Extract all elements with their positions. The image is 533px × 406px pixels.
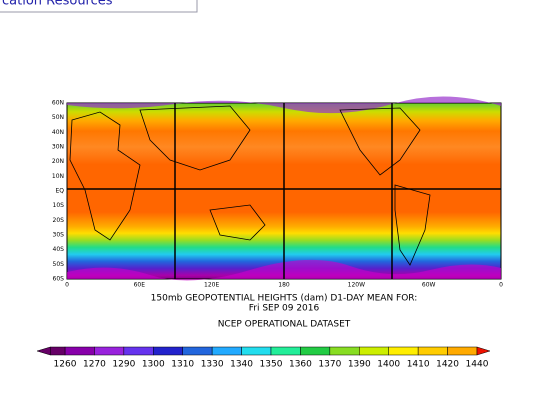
map-dataset: NCEP OPERATIONAL DATASET — [218, 320, 351, 330]
colorbar-box — [94, 346, 125, 356]
colorbar-label: 1270 — [83, 360, 106, 370]
link-text[interactable]: cation Resources — [2, 0, 113, 9]
lat-label: 50N — [52, 114, 64, 121]
colorbar-arrow — [476, 346, 491, 356]
lat-label: 60N — [52, 100, 64, 107]
colorbar-box — [123, 346, 154, 356]
colorbar-label: 1300 — [142, 360, 165, 370]
colorbar-box — [241, 346, 272, 356]
colorbar-box — [270, 346, 301, 356]
colorbar-label: 1260 — [54, 360, 77, 370]
colorbar-label: 1310 — [171, 360, 194, 370]
colorbar-box — [388, 346, 419, 356]
lon-label: 0 — [499, 282, 503, 289]
lon-label: 60E — [134, 282, 146, 289]
colorbar-label: 1290 — [112, 360, 135, 370]
lat-label: 20N — [52, 158, 64, 165]
link-box[interactable] — [0, 0, 198, 13]
colorbar-label: 1340 — [230, 360, 253, 370]
colorbar-label: 1410 — [407, 360, 430, 370]
colorbar-box — [182, 346, 213, 356]
lat-labels: 60N 50N 40N 30N 20N 10N EQ 10S 20S 30S 40S 50S 60S — [52, 100, 64, 283]
colorbar-box — [329, 346, 360, 356]
colorbar-label: 1420 — [436, 360, 459, 370]
colorbar-box — [447, 346, 478, 356]
colorbar-label: 1370 — [318, 360, 341, 370]
lat-label: 40N — [52, 129, 64, 136]
coastlines — [69, 105, 431, 266]
colorbar-label: 1360 — [289, 360, 312, 370]
lon-label: 180 — [278, 282, 290, 289]
lon-label: 60W — [422, 282, 436, 289]
colorbar-box — [153, 346, 183, 356]
colorbar-label: 1390 — [348, 360, 371, 370]
lat-label: 10S — [53, 202, 65, 209]
colorbar-label: 1400 — [377, 360, 400, 370]
lon-label: 0 — [65, 282, 69, 289]
lon-label: 120W — [348, 282, 365, 289]
colorbar-arrow — [36, 346, 51, 356]
map-date: Fri SEP 09 2016 — [249, 304, 320, 314]
colorbar-box — [359, 346, 389, 356]
colorbar-label: 1440 — [466, 360, 489, 370]
colorbar-label: 1350 — [260, 360, 283, 370]
colorbar-box — [50, 346, 66, 356]
colorbar-label: 1330 — [201, 360, 224, 370]
lat-label: 60S — [53, 276, 65, 283]
lat-label: EQ — [55, 188, 64, 195]
colorbar-box — [300, 346, 331, 356]
lat-label: 20S — [53, 217, 65, 224]
lon-labels: 0 60E 120E 180 120W 60W 0 — [65, 282, 503, 289]
colorbar-box — [417, 346, 448, 356]
colorbar: 1260 1270 1290 1300 1310 1330 1340 1350 1360 1370… — [36, 346, 491, 370]
lon-label: 120E — [204, 282, 219, 289]
map-title: 150mb GEOPOTENTIAL HEIGHTS (dam) D1-DAY … — [151, 294, 418, 304]
lat-label: 40S — [53, 246, 65, 253]
lat-label: 30S — [53, 232, 65, 239]
lat-label: 30N — [52, 144, 64, 151]
lat-label: 10N — [52, 173, 64, 180]
lat-label: 50S — [53, 261, 65, 268]
colorbar-box — [211, 346, 242, 356]
colorbar-box — [64, 346, 95, 356]
